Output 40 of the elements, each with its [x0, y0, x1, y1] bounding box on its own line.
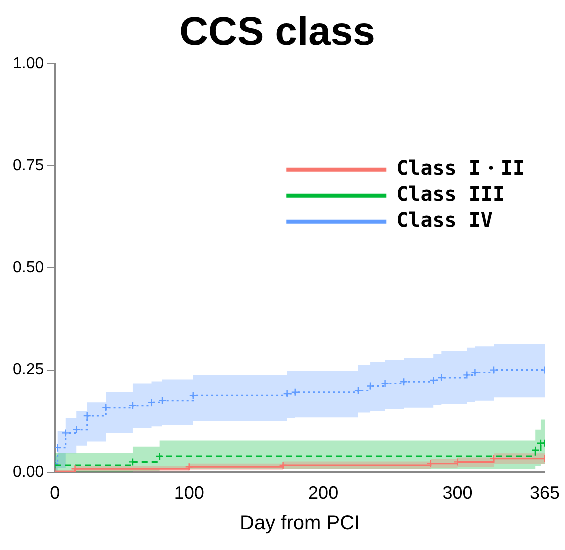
y-tick-label: 0.25 [13, 362, 44, 379]
point [71, 465, 80, 472]
legend-label: Class IV [396, 208, 493, 232]
chart-title: CCS class [180, 10, 376, 54]
point [490, 454, 498, 464]
point [532, 446, 540, 454]
point [430, 376, 438, 385]
x-axis-title: Day from PCI [240, 512, 360, 535]
point [83, 412, 92, 420]
point [55, 444, 62, 452]
point [189, 392, 198, 400]
point [471, 368, 480, 377]
legend-label: Class III [396, 182, 506, 206]
point [283, 390, 292, 398]
point [148, 398, 156, 407]
point [158, 396, 167, 406]
point [291, 388, 300, 396]
point [438, 374, 446, 382]
y-tick-label: 0.50 [13, 260, 44, 277]
y-tick-label: 1.00 [13, 55, 44, 72]
point [156, 452, 164, 461]
x-tick-label: 100 [174, 483, 204, 504]
legend-label: Class I・II [396, 156, 526, 180]
point [62, 429, 70, 438]
point [102, 404, 110, 412]
y-tick-label: 0.00 [13, 464, 44, 481]
point [354, 386, 363, 395]
x-tick-label: 365 [530, 483, 560, 504]
point [400, 378, 408, 386]
point [279, 461, 288, 470]
point [185, 462, 194, 472]
point [426, 460, 436, 468]
point [381, 380, 390, 388]
y-tick-label: 0.75 [13, 158, 44, 175]
x-tick-label: 0 [50, 483, 60, 504]
point [128, 402, 138, 410]
x-tick-label: 300 [442, 483, 473, 504]
point [72, 426, 81, 434]
point [463, 371, 472, 380]
x-tick-label: 200 [308, 483, 339, 504]
